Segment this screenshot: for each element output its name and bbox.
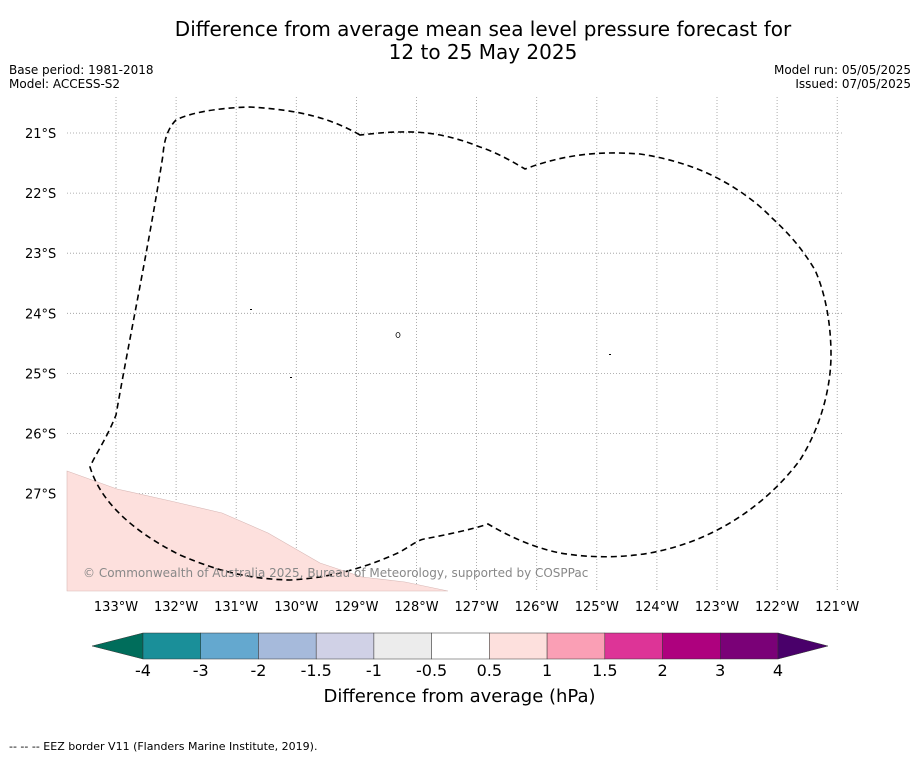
longitude-tick-label: 123°W xyxy=(695,600,739,615)
model-run-text: Model run: 05/05/2025 xyxy=(773,63,911,77)
colorbar-segment xyxy=(373,632,432,660)
latitude-tick-label: 21°S xyxy=(25,127,56,142)
colorbar-extend-low xyxy=(91,632,144,660)
colorbar-segment xyxy=(315,632,375,660)
anomaly-region xyxy=(66,470,449,592)
colorbar-tick-label: 4 xyxy=(773,661,783,680)
longitude-labels: 133°W 132°W 131°W 130°W 129°W 128°W 127°W 126°W… xyxy=(94,600,860,615)
eez-border xyxy=(89,106,832,581)
longitude-tick-label: 128°W xyxy=(394,600,438,615)
longitude-tick-label: 133°W xyxy=(94,600,138,615)
colorbar-tick-label: 1 xyxy=(542,661,552,680)
issued-text: Issued: 07/05/2025 xyxy=(795,77,911,91)
colorbar-segment xyxy=(142,632,201,660)
latitude-tick-label: 24°S xyxy=(25,307,56,322)
latitude-tick-label: 25°S xyxy=(25,367,56,382)
colorbar-tick-label: 0.5 xyxy=(477,661,502,680)
colorbar: -4 -3 -2 -1.5 -1 -0.5 0.5 1 1.5 2 3 4 xyxy=(91,632,829,680)
colorbar-tick-label: -1 xyxy=(366,661,382,680)
eez-legend: -- -- -- EEZ border V11 (Flanders Marine… xyxy=(9,740,318,753)
island-markers xyxy=(250,309,611,378)
longitude-tick-label: 121°W xyxy=(815,600,859,615)
map-title-line-1: Difference from average mean sea level p… xyxy=(174,17,792,41)
base-period-text: Base period: 1981-2018 xyxy=(9,63,154,77)
model-text: Model: ACCESS-S2 xyxy=(9,77,121,91)
map-title-line-2: 12 to 25 May 2025 xyxy=(388,40,578,64)
colorbar-tick-label: -4 xyxy=(135,661,151,680)
colorbar-extend-high xyxy=(777,632,829,660)
island-marker xyxy=(290,377,292,378)
longitude-tick-label: 130°W xyxy=(274,600,318,615)
colorbar-segment xyxy=(604,632,663,660)
meta-right: Model run: 05/05/2025 Issued: 07/05/2025 xyxy=(774,63,911,91)
latitude-tick-label: 26°S xyxy=(25,428,56,443)
meta-left: Base period: 1981-2018 Model: ACCESS-S2 xyxy=(9,63,154,91)
colorbar-tick-label: 3 xyxy=(715,661,725,680)
longitude-tick-label: 131°W xyxy=(214,600,258,615)
colorbar-segment xyxy=(431,632,490,660)
colorbar-tick-label: 1.5 xyxy=(592,661,617,680)
colorbar-segment xyxy=(546,632,606,660)
latitude-tick-label: 22°S xyxy=(25,187,56,202)
island-marker xyxy=(609,354,611,355)
latitude-tick-label: 27°S xyxy=(25,488,56,503)
island-marker xyxy=(250,309,252,310)
colorbar-tick-label: -0.5 xyxy=(416,661,447,680)
longitude-tick-label: 125°W xyxy=(575,600,619,615)
colorbar-label: Difference from average (hPa) xyxy=(323,686,596,707)
island-marker xyxy=(395,332,401,338)
colorbar-segment xyxy=(720,632,779,660)
latitude-tick-label: 23°S xyxy=(25,247,56,262)
longitude-tick-label: 122°W xyxy=(755,600,799,615)
copyright-text: © Commonwealth of Australia 2025, Bureau… xyxy=(83,566,588,580)
longitude-tick-label: 124°W xyxy=(635,600,679,615)
colorbar-segment xyxy=(258,632,317,660)
latitude-labels: 21°S 22°S 23°S 24°S 25°S 26°S 27°S xyxy=(25,127,56,503)
longitude-tick-label: 126°W xyxy=(515,600,559,615)
map-title: Difference from average mean sea level p… xyxy=(0,18,919,64)
colorbar-tick-label: -1.5 xyxy=(301,661,332,680)
longitude-tick-label: 129°W xyxy=(334,600,378,615)
colorbar-segment xyxy=(200,632,259,660)
colorbar-tick-label: -3 xyxy=(193,661,209,680)
pressure-anomaly-map: 21°S22°S23°S24°S25°S26°S27°S 133°W 132°W 1… xyxy=(25,97,860,680)
longitude-tick-label: 132°W xyxy=(154,600,198,615)
colorbar-tick-label: -2 xyxy=(250,661,266,680)
colorbar-segment xyxy=(489,632,548,660)
colorbar-segment xyxy=(662,632,721,660)
colorbar-tick-label: 2 xyxy=(657,661,667,680)
longitude-tick-label: 127°W xyxy=(455,600,499,615)
